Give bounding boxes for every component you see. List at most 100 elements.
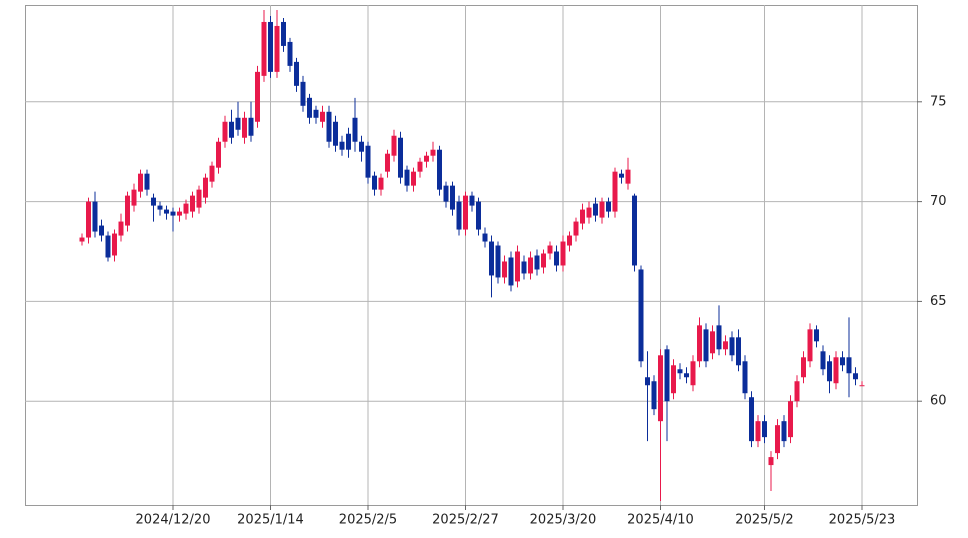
candle-body	[170, 211, 176, 216]
plot-area	[25, 5, 918, 506]
candle-body	[209, 165, 215, 182]
candle-body	[749, 397, 754, 442]
candle-body	[716, 325, 722, 350]
candle-body	[697, 325, 702, 362]
candle-body	[794, 381, 800, 402]
candle-body	[573, 221, 579, 236]
candle-body	[222, 121, 228, 142]
candle-body	[638, 269, 644, 362]
candle-body	[333, 121, 338, 146]
candle-body	[359, 141, 364, 152]
candle-body	[118, 221, 124, 236]
candle-body	[339, 141, 345, 150]
candle-body	[391, 135, 397, 156]
candle-body	[144, 173, 150, 190]
candle-body	[86, 201, 91, 238]
candle-body	[326, 111, 332, 142]
candle-body	[658, 355, 663, 422]
candle-body	[788, 401, 793, 438]
y-tick-label: 60	[930, 394, 947, 409]
candle-body	[833, 357, 839, 384]
candle-body	[528, 257, 533, 274]
candle-body	[138, 173, 143, 192]
candle-body	[307, 97, 312, 118]
x-tick-label: 2025/4/10	[627, 513, 694, 528]
candle-body	[671, 365, 676, 394]
candle-body	[320, 111, 325, 122]
candle-body	[99, 225, 104, 236]
candle-body	[567, 235, 572, 246]
candle-body	[190, 195, 195, 212]
candle-body	[729, 337, 735, 356]
candle-body	[612, 171, 618, 212]
candle-body	[255, 71, 260, 122]
candle-body	[508, 257, 514, 286]
candle-body	[801, 357, 806, 378]
candle-body	[664, 349, 670, 402]
candle-body	[281, 21, 286, 46]
candle-body	[430, 149, 436, 156]
candle-body	[755, 421, 761, 442]
candle-body	[762, 421, 767, 438]
candle-body	[131, 189, 137, 206]
candle-body	[775, 425, 780, 454]
candle-body	[593, 203, 598, 216]
candle-body	[684, 373, 689, 378]
candle-body	[859, 385, 865, 387]
x-tick-label: 2025/5/23	[829, 513, 896, 528]
candle-body	[827, 361, 832, 382]
candle-body	[606, 201, 611, 212]
candle-body	[476, 201, 481, 230]
candle-body	[411, 171, 416, 186]
candle-body	[710, 331, 715, 354]
candle-body	[450, 185, 455, 210]
x-tick-label: 2025/1/14	[237, 513, 304, 528]
candle-body	[112, 233, 117, 256]
candle-body	[456, 201, 462, 230]
candle-body	[645, 377, 650, 386]
candle-body	[495, 245, 501, 278]
candle-body	[632, 195, 637, 266]
candle-body	[216, 141, 221, 168]
candle-body	[268, 21, 273, 72]
candle-body	[703, 329, 709, 362]
x-tick-label: 2025/3/20	[530, 513, 597, 528]
x-tick-label: 2024/12/20	[136, 513, 211, 528]
candle-body	[203, 177, 208, 198]
candle-body	[229, 121, 234, 138]
candle-body	[300, 81, 306, 106]
candle-body	[346, 133, 351, 150]
candle-body	[378, 177, 384, 190]
candle-body	[372, 175, 377, 190]
candle-body	[417, 161, 423, 172]
candle-body	[242, 117, 247, 138]
candle-body	[443, 185, 449, 202]
y-tick-label: 65	[930, 294, 947, 309]
candle-body	[274, 25, 280, 72]
candle-body	[619, 173, 624, 178]
candle-body	[183, 203, 189, 214]
candle-body	[261, 21, 267, 76]
candle-body	[489, 241, 494, 276]
candle-body	[586, 207, 592, 218]
x-tick-label: 2025/2/5	[339, 513, 397, 528]
candle-body	[690, 361, 696, 386]
candle-body	[313, 109, 319, 118]
candle-body	[677, 369, 683, 374]
candle-body	[853, 373, 858, 380]
candle-body	[781, 421, 787, 442]
candle-body	[846, 357, 852, 374]
candle-body	[534, 255, 540, 270]
candle-body	[840, 357, 845, 366]
candle-body	[482, 233, 488, 242]
candle-body	[92, 201, 98, 232]
candle-body	[157, 205, 163, 210]
y-tick-label: 70	[930, 194, 947, 209]
candle-body	[723, 341, 728, 350]
candle-body	[151, 197, 156, 206]
candle-body	[463, 195, 468, 230]
candle-body	[515, 251, 520, 282]
candle-body	[560, 241, 566, 266]
candle-body	[736, 337, 741, 366]
candle-body	[196, 189, 202, 208]
